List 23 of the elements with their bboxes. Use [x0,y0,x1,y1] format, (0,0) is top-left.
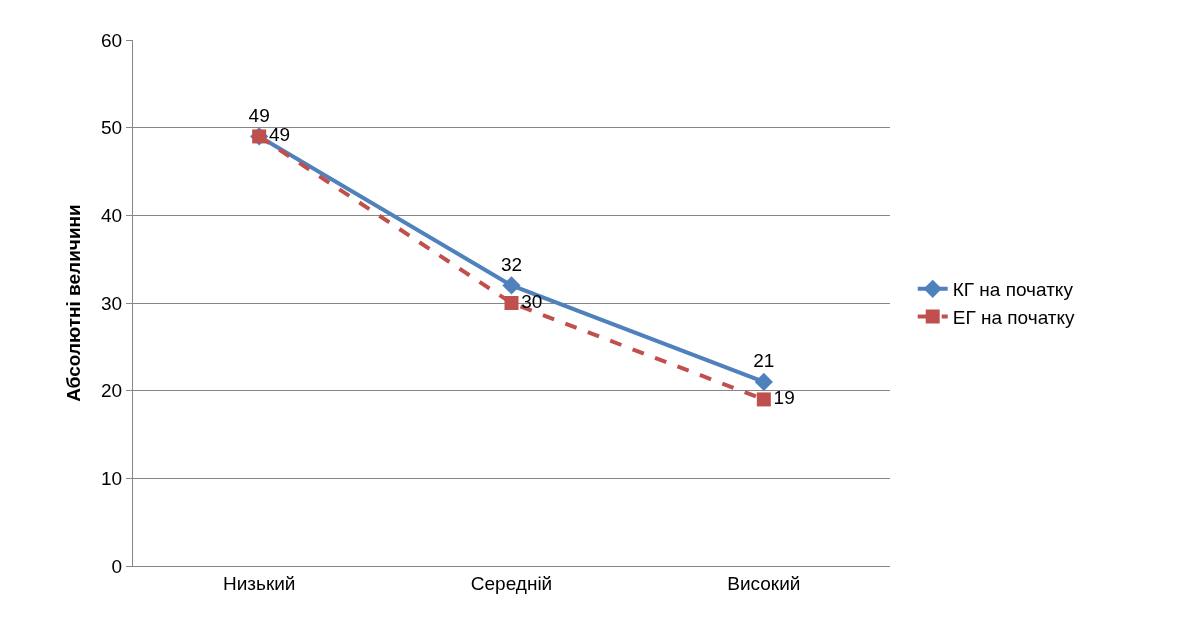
x-tick-label: Середній [470,572,553,594]
point [504,296,519,310]
y-tick-label: 60 [101,29,123,51]
y-tick-label: 20 [101,380,123,402]
y-tick-label: 0 [111,555,123,577]
data-label: 19 [773,387,795,409]
data-label: 30 [521,290,543,312]
y-axis-title: Абсолютні величини [62,204,84,402]
x-tick-label: Низький [222,572,296,594]
y-tick-label: 10 [101,467,123,489]
x-tick-label: Високий [727,572,801,594]
y-tick-label: 30 [101,292,123,314]
point [754,372,773,391]
point [756,392,771,407]
data-label: 49 [268,124,291,146]
legend-label: ЕГ на початку [952,306,1075,328]
data-label: 32 [500,253,523,275]
y-tick-label: 50 [101,117,123,139]
point [502,276,521,295]
legend-label: КГ на початку [952,279,1074,301]
y-tick-label: 40 [101,204,123,226]
data-label: 49 [248,104,270,126]
data-label: 21 [753,350,775,372]
